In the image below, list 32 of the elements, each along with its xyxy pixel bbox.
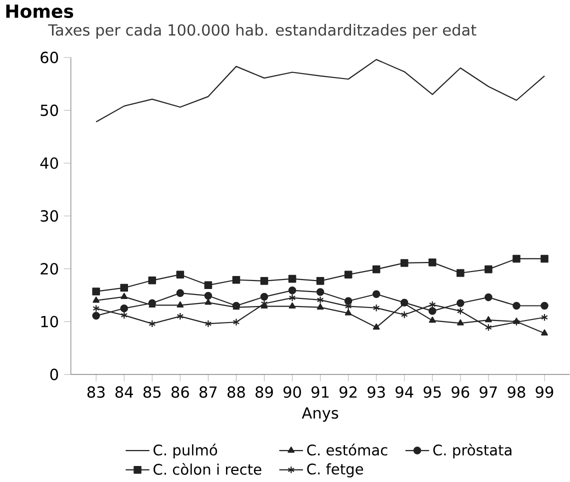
legend-label: C. pulmó xyxy=(154,444,218,458)
y-tick-label: 50 xyxy=(40,104,58,116)
legend-label: C. pròstata xyxy=(433,444,512,458)
x-tick-label: 95 xyxy=(424,386,441,398)
x-tick-label: 91 xyxy=(312,386,329,398)
x-tick-label: 90 xyxy=(284,386,301,398)
x-tick-label: 97 xyxy=(480,386,497,398)
y-tick-label: 10 xyxy=(41,316,58,328)
chart-subtitle: Taxes per cada 100.000 hab. estandarditzades per edat xyxy=(48,24,476,39)
x-tick-label: 85 xyxy=(143,386,161,398)
x-tick-label: 87 xyxy=(200,386,217,398)
x-tick-label: 98 xyxy=(508,386,526,398)
x-axis-title: Anys xyxy=(302,407,338,422)
legend-label: C. estómac xyxy=(307,444,388,456)
x-tick-label: 93 xyxy=(368,386,385,398)
x-tick-label: 83 xyxy=(87,386,105,398)
chart-title: Homes xyxy=(6,4,74,18)
y-tick-label: 60 xyxy=(40,52,58,64)
legend-label: C. còlon i recte xyxy=(154,462,262,475)
x-tick-label: 86 xyxy=(172,386,189,398)
y-tick-label: 20 xyxy=(40,262,58,274)
x-tick-label: 99 xyxy=(536,386,554,398)
x-tick-label: 84 xyxy=(115,386,133,398)
x-tick-label: 94 xyxy=(396,386,414,398)
x-tick-label: 92 xyxy=(340,386,357,398)
x-tick-label: 88 xyxy=(228,386,245,398)
legend-label: C. fetge xyxy=(307,463,364,478)
y-tick-label: 0 xyxy=(50,368,58,380)
y-tick-label: 40 xyxy=(40,157,58,169)
y-tick-label: 30 xyxy=(40,210,58,222)
x-tick-label: 96 xyxy=(452,386,470,398)
x-tick-label: 89 xyxy=(256,386,273,398)
